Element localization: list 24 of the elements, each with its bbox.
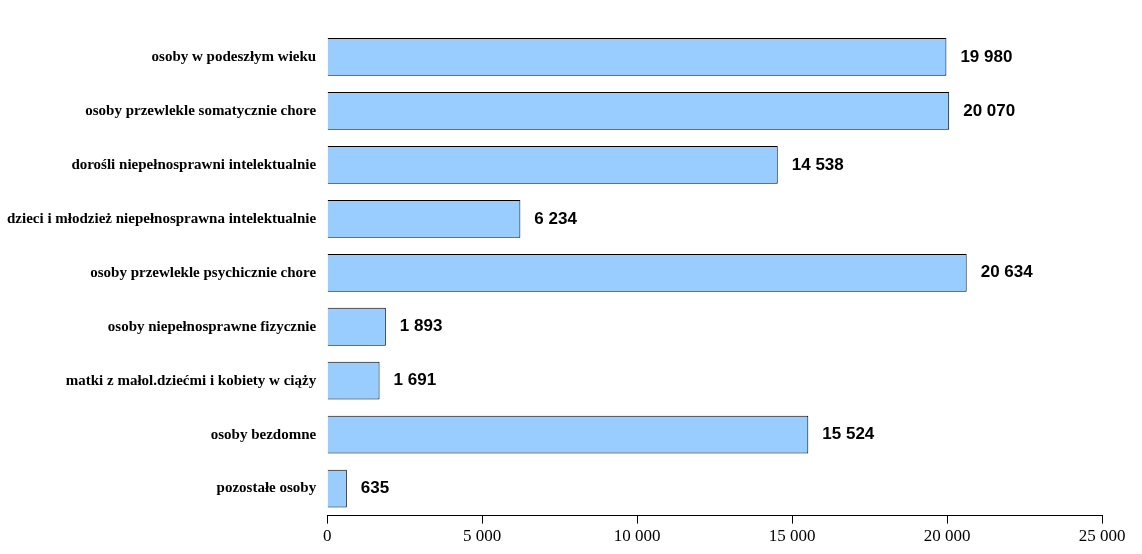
y-tick-label: osoby przewlekle psychicznie chore	[90, 263, 317, 280]
x-tick-label: 15 000	[768, 526, 816, 546]
x-tick-label: 5 000	[463, 526, 502, 546]
data-label: 19 980	[960, 46, 1013, 66]
x-tick-label: 10 000	[613, 526, 661, 546]
x-tick-label: 20 000	[923, 526, 971, 546]
x-tick-label: 25 000	[1078, 526, 1126, 546]
data-label: 15 524	[822, 424, 875, 444]
data-label: 20 634	[980, 262, 1034, 282]
data-label: 20 070	[963, 100, 1016, 120]
y-tick-label: pozostałe osoby	[216, 479, 317, 496]
data-label: 14 538	[791, 154, 844, 174]
x-tick-label: 0	[322, 526, 332, 546]
y-tick-label: matki z małol.dziećmi i kobiety w ciąży	[65, 371, 317, 388]
y-tick-label: osoby niepełnosprawne fizycznie	[107, 317, 317, 334]
y-tick-label: dzieci i młodzież niepełnosprawna intelektualnie	[7, 209, 317, 226]
data-label: 1 691	[393, 370, 437, 390]
y-tick-label: osoby w podeszłym wieku	[151, 47, 317, 64]
data-label: 635	[360, 478, 390, 498]
y-tick-label: dorośli niepełnosprawni intelektualnie	[71, 155, 317, 172]
data-label: 1 893	[399, 316, 443, 336]
y-tick-label: osoby przewlekle somatycznie chore	[85, 101, 317, 118]
y-tick-label: osoby bezdomne	[210, 425, 317, 442]
data-label: 6 234	[534, 208, 578, 228]
